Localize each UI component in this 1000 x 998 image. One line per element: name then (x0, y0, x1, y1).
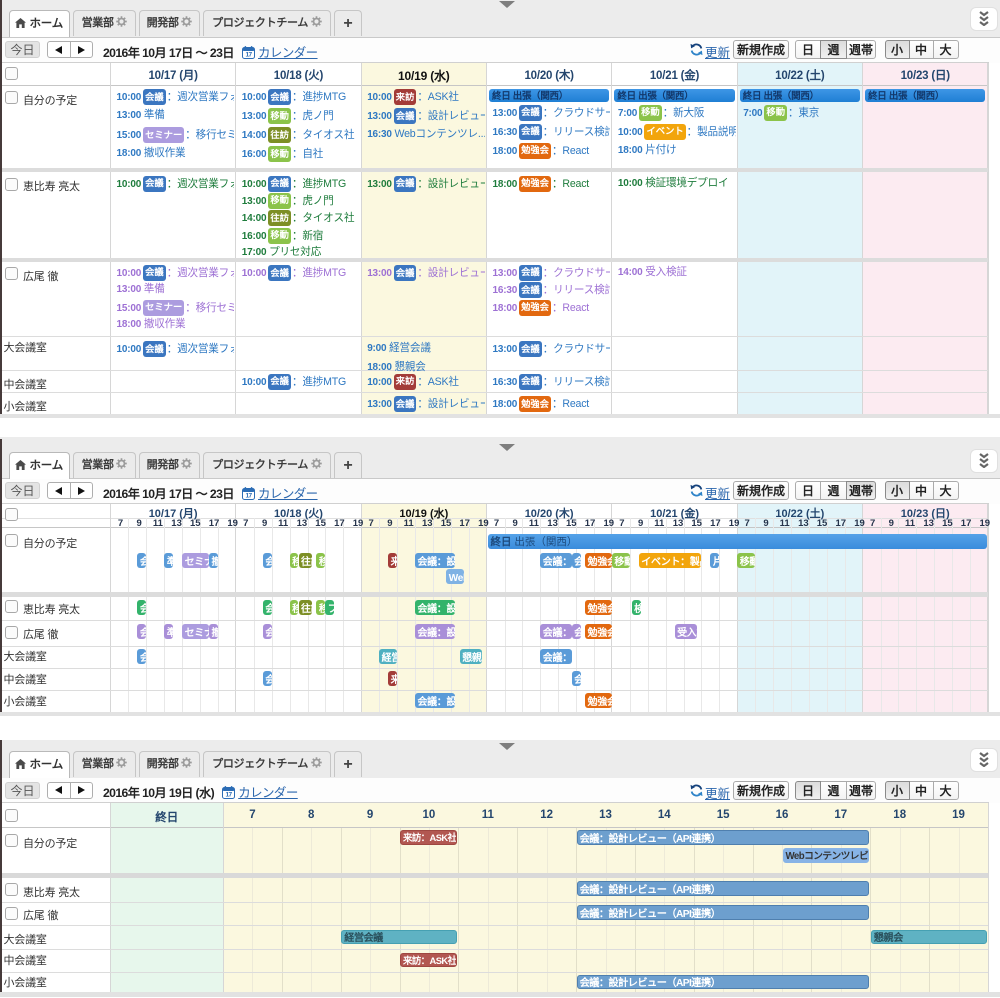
svg-text:17: 17 (226, 792, 233, 799)
svg-text:17: 17 (246, 51, 253, 58)
svg-text:17: 17 (246, 492, 253, 499)
